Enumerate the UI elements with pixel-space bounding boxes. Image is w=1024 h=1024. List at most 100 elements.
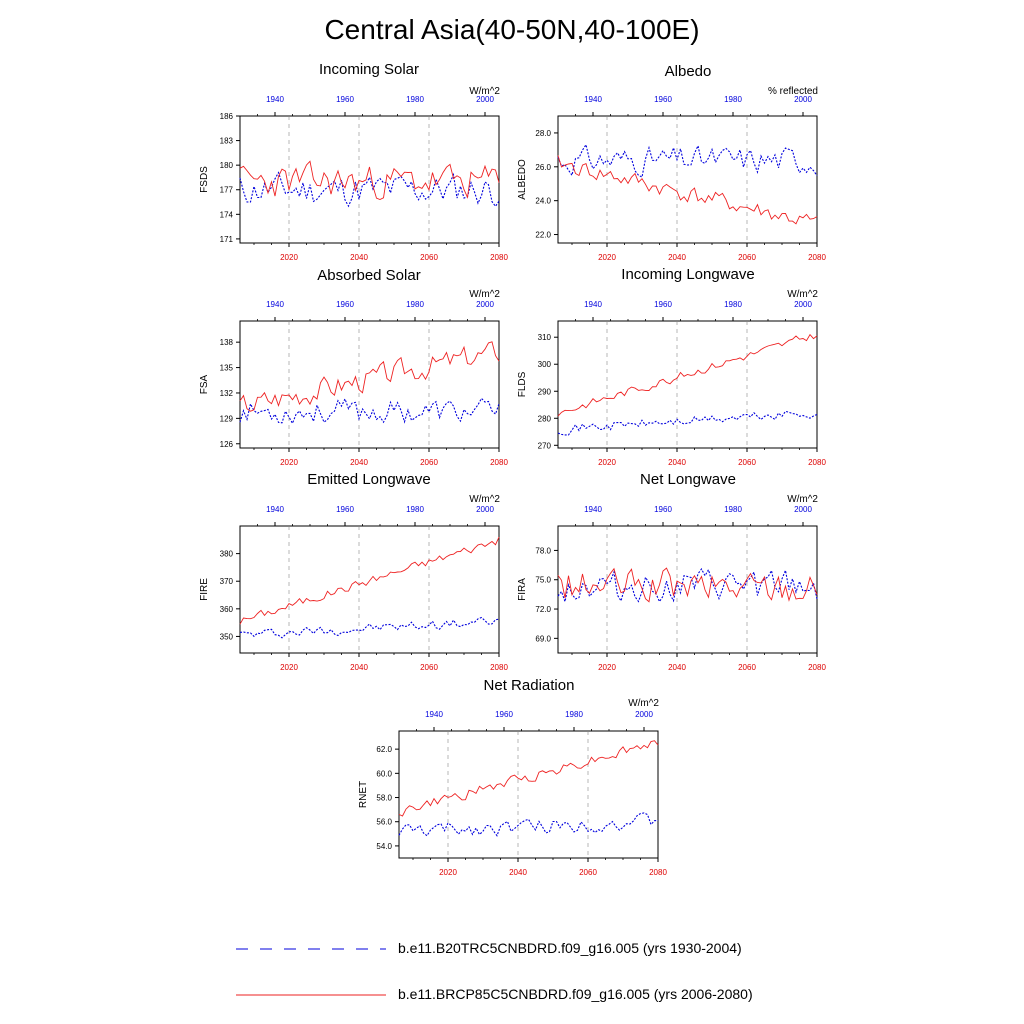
rnet-top-xtick-label-1940: 1940	[425, 710, 443, 719]
units-net-radiation: W/m^2	[628, 698, 659, 709]
albedo-ytick-label-0: 22.0	[535, 231, 551, 240]
albedo-xtick-label-2020: 2020	[598, 253, 616, 262]
fsds-ytick-label-5: 186	[220, 112, 234, 121]
fsa-series-historical-line	[239, 397, 500, 425]
fire-xtick-label-2060: 2060	[420, 663, 438, 672]
albedo-plot-frame	[557, 115, 818, 244]
rnet-xtick-label-2020: 2020	[439, 868, 457, 877]
fira-ytick-label-1: 72.0	[535, 605, 551, 614]
fsa-top-xtick-label-1980: 1980	[406, 300, 424, 309]
rnet-ylabel: RNET	[358, 781, 369, 808]
fire-series-rcp85-line	[239, 536, 500, 625]
fsa-xtick-label-2060: 2060	[420, 458, 438, 467]
albedo-xtick-label-2080: 2080	[808, 253, 826, 262]
albedo-top-xtick-label-1960: 1960	[654, 95, 672, 104]
flds-series-rcp85-line	[557, 333, 818, 417]
panel-title-absorbed-solar: Absorbed Solar	[317, 267, 421, 284]
fsa-ytick-label-0: 126	[220, 440, 234, 449]
rnet-ytick-label-3: 60.0	[376, 769, 392, 778]
albedo-top-xtick-label-1940: 1940	[584, 95, 602, 104]
fsds-ytick-label-0: 171	[220, 235, 234, 244]
flds-xtick-label-2060: 2060	[738, 458, 756, 467]
units-incoming-longwave: W/m^2	[787, 289, 818, 300]
fsa-xtick-label-2080: 2080	[490, 458, 508, 467]
flds-series-historical-line	[557, 410, 818, 436]
fsa-series-rcp85-line	[239, 341, 500, 412]
fira-series-rcp85-line	[557, 567, 818, 603]
fira-top-xtick-label-1960: 1960	[654, 505, 672, 514]
legend-label-rcp85: b.e11.BRCP85C5CNBDRD.f09_g16.005 (yrs 20…	[398, 986, 753, 1002]
flds-ylabel: FLDS	[517, 371, 528, 397]
fsds-series-rcp85-line	[239, 160, 500, 200]
fira-top-xtick-label-2000: 2000	[794, 505, 812, 514]
rnet-ytick-label-0: 54.0	[376, 842, 392, 851]
fire-top-xtick-label-1940: 1940	[266, 505, 284, 514]
fsds-xtick-label-2080: 2080	[490, 253, 508, 262]
fsds-top-xtick-label-1960: 1960	[336, 95, 354, 104]
fsds-top-xtick-label-2000: 2000	[476, 95, 494, 104]
albedo-xtick-label-2040: 2040	[668, 253, 686, 262]
fire-xtick-label-2080: 2080	[490, 663, 508, 672]
fsa-ylabel: FSA	[199, 374, 210, 394]
fire-xtick-label-2040: 2040	[350, 663, 368, 672]
legend-label-historical: b.e11.B20TRC5CNBDRD.f09_g16.005 (yrs 193…	[398, 940, 742, 956]
fsds-ytick-label-2: 177	[220, 186, 234, 195]
rnet-xtick-label-2060: 2060	[579, 868, 597, 877]
flds-xtick-label-2080: 2080	[808, 458, 826, 467]
flds-ytick-label-1: 280	[538, 414, 552, 423]
flds-top-xtick-label-2000: 2000	[794, 300, 812, 309]
fsa-xtick-label-2040: 2040	[350, 458, 368, 467]
rnet-top-xtick-label-1960: 1960	[495, 710, 513, 719]
fsa-ytick-label-2: 132	[220, 389, 234, 398]
fire-ytick-label-0: 350	[220, 632, 234, 641]
flds-top-xtick-label-1980: 1980	[724, 300, 742, 309]
rnet-xtick-label-2080: 2080	[649, 868, 667, 877]
rnet-ytick-label-4: 62.0	[376, 745, 392, 754]
fsa-ytick-label-3: 135	[220, 364, 234, 373]
fire-top-xtick-label-1980: 1980	[406, 505, 424, 514]
figure-title: Central Asia(40-50N,40-100E)	[324, 14, 700, 45]
fsa-top-xtick-label-1960: 1960	[336, 300, 354, 309]
units-emitted-longwave: W/m^2	[469, 494, 500, 505]
albedo-series-rcp85-line	[557, 155, 818, 225]
fsa-plot-frame	[239, 320, 500, 449]
flds-plot-frame	[557, 320, 818, 449]
fsds-ytick-label-3: 180	[220, 161, 234, 170]
rnet-ytick-label-2: 58.0	[376, 794, 392, 803]
flds-ytick-label-2: 290	[538, 387, 552, 396]
fsa-top-xtick-label-2000: 2000	[476, 300, 494, 309]
fira-top-xtick-label-1940: 1940	[584, 505, 602, 514]
units-net-longwave: W/m^2	[787, 494, 818, 505]
fsa-ytick-label-1: 129	[220, 414, 234, 423]
fira-xtick-label-2060: 2060	[738, 663, 756, 672]
fire-ytick-label-1: 360	[220, 605, 234, 614]
rnet-series-historical-line	[398, 812, 659, 837]
albedo-top-xtick-label-2000: 2000	[794, 95, 812, 104]
fira-ytick-label-0: 69.0	[535, 634, 551, 643]
fire-top-xtick-label-2000: 2000	[476, 505, 494, 514]
panel-title-incoming-longwave: Incoming Longwave	[621, 266, 755, 283]
fira-ytick-label-3: 78.0	[535, 546, 551, 555]
fire-top-xtick-label-1960: 1960	[336, 505, 354, 514]
flds-ytick-label-0: 270	[538, 441, 552, 450]
fsa-xtick-label-2020: 2020	[280, 458, 298, 467]
rnet-top-xtick-label-1980: 1980	[565, 710, 583, 719]
panel-title-incoming-solar: Incoming Solar	[318, 61, 420, 78]
units-incoming-solar: W/m^2	[469, 86, 500, 97]
fsds-xtick-label-2040: 2040	[350, 253, 368, 262]
fire-plot-frame	[239, 525, 500, 654]
fsds-ylabel: FSDS	[199, 166, 210, 193]
panel-title-net-longwave: Net Longwave	[640, 471, 736, 488]
rnet-xtick-label-2040: 2040	[509, 868, 527, 877]
albedo-ytick-label-2: 26.0	[535, 163, 551, 172]
fira-top-xtick-label-1980: 1980	[724, 505, 742, 514]
flds-top-xtick-label-1960: 1960	[654, 300, 672, 309]
fsa-ytick-label-4: 138	[220, 338, 234, 347]
albedo-top-xtick-label-1980: 1980	[724, 95, 742, 104]
rnet-plot-frame	[398, 730, 659, 859]
fire-ytick-label-2: 370	[220, 577, 234, 586]
fira-plot-frame	[557, 525, 818, 654]
fsds-top-xtick-label-1980: 1980	[406, 95, 424, 104]
